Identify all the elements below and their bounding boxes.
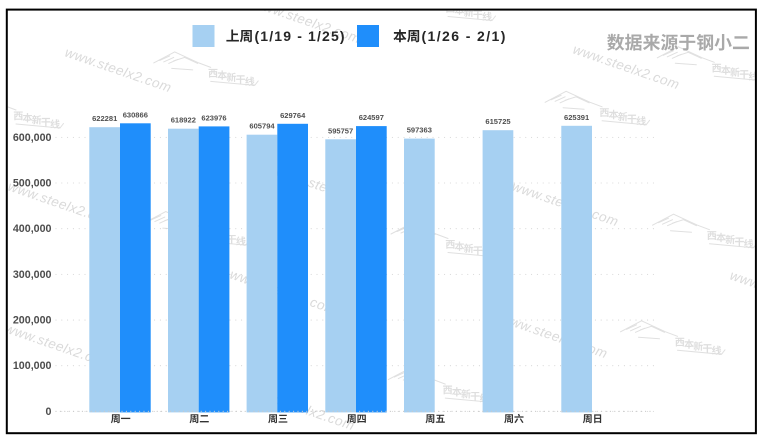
svg-text:615725: 615725 xyxy=(485,117,510,126)
svg-text:0: 0 xyxy=(46,406,52,418)
svg-text:595757: 595757 xyxy=(328,126,353,135)
svg-text:622281: 622281 xyxy=(92,114,117,123)
svg-text:625391: 625391 xyxy=(564,113,589,122)
svg-text:100,000: 100,000 xyxy=(13,360,52,372)
svg-text:605794: 605794 xyxy=(249,122,275,131)
svg-text:400,000: 400,000 xyxy=(13,223,52,235)
svg-text:624597: 624597 xyxy=(359,113,384,122)
svg-text:623976: 623976 xyxy=(201,113,226,122)
svg-text:618922: 618922 xyxy=(171,116,196,125)
svg-text:200,000: 200,000 xyxy=(13,315,52,327)
svg-text:630866: 630866 xyxy=(123,110,148,119)
svg-text:629764: 629764 xyxy=(280,111,306,120)
svg-text:600,000: 600,000 xyxy=(13,132,52,144)
svg-text:(1/19 - 1/25): (1/19 - 1/25) xyxy=(255,28,346,44)
svg-text:597363: 597363 xyxy=(407,126,432,135)
svg-text:(1/26 - 2/1): (1/26 - 2/1) xyxy=(422,28,507,44)
svg-text:500,000: 500,000 xyxy=(13,178,52,190)
svg-text:300,000: 300,000 xyxy=(13,269,52,281)
